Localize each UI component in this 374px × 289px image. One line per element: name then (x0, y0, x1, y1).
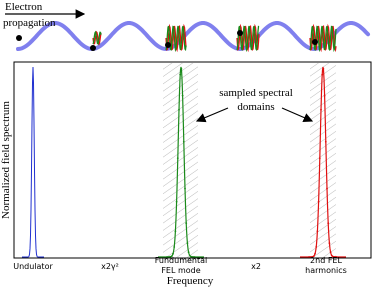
x-tick-label: 2nd FEL harmonics (305, 256, 347, 275)
x-tick-label: Fundumental FEL mode (155, 256, 208, 275)
sample-dot (180, 68, 183, 70)
sample-dot (175, 200, 178, 203)
sample-dot (323, 94, 326, 97)
sample-dot (184, 187, 186, 190)
sample-dot (179, 73, 182, 76)
sample-dot (188, 254, 191, 257)
annotation-arrow (281, 107, 314, 123)
sample-dot (185, 222, 188, 225)
wiggle (165, 25, 187, 53)
sample-dot (322, 68, 325, 70)
wiggle (309, 25, 337, 53)
sample-dot (330, 254, 333, 257)
harmonic-peak (300, 66, 346, 258)
sample-dot (182, 140, 185, 143)
electrons (16, 30, 318, 51)
plot-frame (13, 61, 372, 259)
sample-dot (314, 252, 316, 255)
sample-dot (317, 200, 320, 203)
sample-dot (315, 246, 318, 248)
y-axis-label: Normalized field spectrum (0, 101, 12, 219)
electron-trajectory (16, 21, 370, 52)
fundamental-peak (158, 66, 204, 258)
sample-dot (328, 242, 331, 245)
spectrum-plot: sampled spectral domains Normalized field… (0, 61, 372, 287)
sample-dot (312, 255, 315, 257)
sample-dot (193, 256, 196, 258)
x-axis-label: Frequency (167, 275, 214, 287)
sample-dot (321, 73, 324, 76)
sample-dot (173, 246, 176, 248)
sampled-domain (163, 63, 198, 258)
sample-dot (178, 108, 180, 111)
sample-dot (327, 222, 330, 225)
wiggle (309, 23, 337, 53)
wiggle (92, 30, 102, 46)
x-tick-label: x2 (251, 262, 261, 271)
sample-dot (335, 256, 338, 258)
electron-label: Electron propagation (3, 1, 56, 29)
sampled-domain (310, 63, 336, 258)
sample-dot (181, 94, 184, 97)
wiggle (236, 23, 260, 53)
sample-dot (170, 255, 173, 257)
sample-dot (174, 230, 177, 233)
sample-dot (176, 157, 179, 160)
wiggle (92, 30, 102, 45)
sample-dot (320, 108, 322, 111)
annotation: sampled spectral domains (219, 87, 293, 113)
sample-dot (172, 252, 174, 255)
annotation-arrow (195, 107, 229, 123)
sample-dot (318, 157, 321, 160)
undulator-peak (22, 66, 44, 258)
sample-dot (316, 230, 319, 233)
wiggle (236, 25, 260, 53)
x-tick-label: Undulator (13, 262, 53, 271)
x-tick-labels: Undulator x2γ² Fundumental FEL mode x2 2nd FE… (13, 256, 347, 275)
peak-samples (166, 68, 338, 258)
sample-dot (329, 251, 332, 254)
sample-dot (324, 140, 327, 143)
undulator-diagram: Electron propagation (3, 1, 370, 53)
sample-dot (186, 242, 189, 245)
sample-dot (326, 187, 328, 190)
radiation-wiggles (92, 23, 337, 53)
sample-dot (187, 251, 190, 254)
x-tick-label: x2γ² (101, 262, 119, 271)
